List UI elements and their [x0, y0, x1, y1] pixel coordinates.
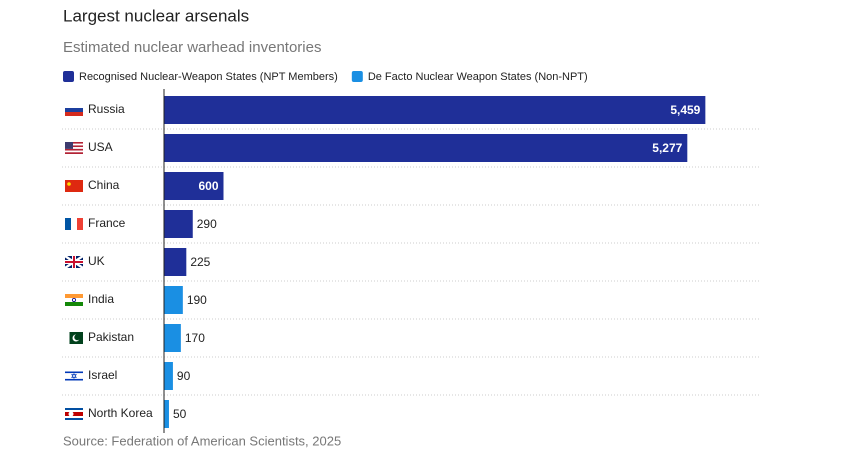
- value-label: 5,277: [652, 141, 682, 155]
- flag-part: [65, 152, 83, 154]
- value-label: 90: [177, 369, 191, 383]
- bar: [164, 362, 173, 390]
- category-label: France: [88, 216, 126, 230]
- bar: [164, 210, 193, 238]
- value-label: 5,459: [670, 103, 700, 117]
- flag-part: [65, 371, 83, 374]
- flag-part: [65, 332, 70, 344]
- value-label: 225: [190, 255, 210, 269]
- value-label: 290: [197, 217, 217, 231]
- flag-part: [74, 334, 81, 341]
- flag-part: [65, 418, 83, 420]
- category-label: Pakistan: [88, 330, 134, 344]
- chart-subtitle: Estimated nuclear warhead inventories: [63, 39, 321, 56]
- flag-part: [65, 261, 83, 263]
- flag-part: [65, 298, 83, 302]
- source: Source: Federation of American Scientist…: [63, 433, 341, 448]
- flag-part: [65, 180, 83, 192]
- category-label: UK: [88, 254, 105, 268]
- bar: [164, 134, 688, 162]
- flag-part: [65, 148, 83, 151]
- bar: [164, 248, 187, 276]
- flag-part: [65, 414, 83, 416]
- bar: [164, 96, 706, 124]
- flag-part: [65, 147, 83, 149]
- value-label: 190: [187, 293, 207, 307]
- flag-part: [68, 411, 74, 417]
- flag-part: [65, 302, 83, 306]
- legend-swatch: [351, 71, 363, 82]
- flag-part: [65, 378, 83, 381]
- category-label: USA: [88, 140, 113, 154]
- category-label: North Korea: [88, 406, 153, 420]
- bar: [164, 286, 183, 314]
- value-label: 600: [198, 179, 218, 193]
- bar: [164, 172, 224, 200]
- category-label: Russia: [88, 102, 125, 116]
- flag-part: [65, 416, 83, 418]
- flag-part: [65, 412, 83, 414]
- flag-part: [65, 410, 83, 412]
- flag-part: [65, 142, 73, 149]
- flag-part: [65, 218, 71, 230]
- flag-part: [65, 142, 83, 144]
- flag-part: [65, 104, 83, 108]
- flag-part: [72, 297, 77, 302]
- flag-part: [71, 218, 77, 230]
- flag-part: [65, 143, 83, 146]
- flag-part: [65, 150, 83, 153]
- flag-part: [71, 372, 77, 380]
- value-label: 170: [185, 331, 205, 345]
- legend-label: Recognised Nuclear-Weapon States (NPT Me…: [79, 71, 338, 83]
- category-label: China: [88, 178, 120, 192]
- flag-part: [65, 112, 83, 116]
- legend-swatch: [63, 71, 74, 82]
- flag-part: [67, 182, 71, 186]
- flag-part: [65, 145, 83, 148]
- legend-label: De Facto Nuclear Weapon States (Non-NPT): [368, 71, 588, 83]
- bar: [164, 324, 181, 352]
- category-label: Israel: [88, 368, 117, 382]
- flag-part: [65, 408, 83, 410]
- value-label: 50: [173, 407, 187, 421]
- flag-part: [77, 218, 83, 230]
- chart-title: Largest nuclear arsenals: [63, 6, 249, 25]
- bar: [164, 400, 169, 428]
- category-label: India: [88, 292, 114, 306]
- flag-part: [65, 108, 83, 112]
- flag-part: [65, 294, 83, 298]
